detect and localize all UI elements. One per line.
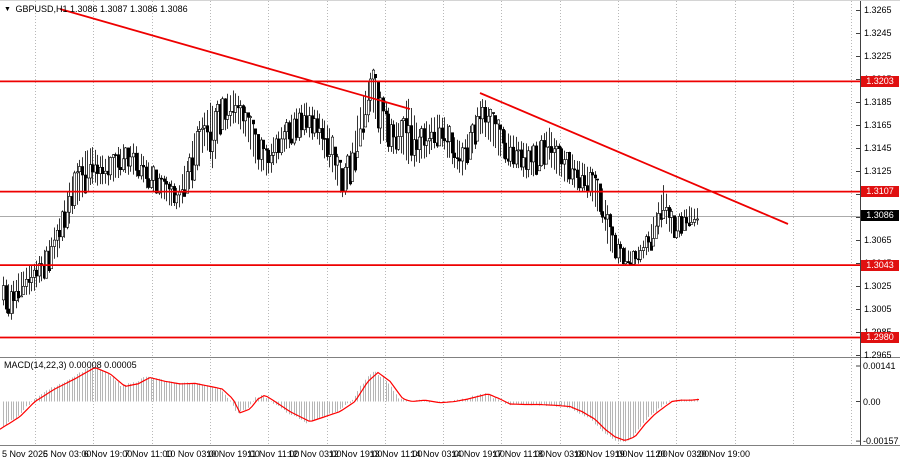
macd-main-value: 0.00008 bbox=[69, 360, 102, 370]
price-tick-label: 1.2985 bbox=[864, 327, 892, 337]
level-price-badge: 1.2980 bbox=[861, 331, 899, 343]
macd-signal-line bbox=[0, 367, 700, 441]
price-tick-label: 1.2965 bbox=[864, 349, 892, 360]
macd-axis-label: 0.00141 bbox=[863, 360, 896, 371]
time-axis-label: 10 Nov 19:00 bbox=[206, 449, 260, 459]
macd-indicator-label: MACD(14,22,3) 0.00008 0.00005 bbox=[4, 360, 137, 370]
candles-layer bbox=[1, 68, 699, 320]
price-tick-label: 1.3165 bbox=[864, 120, 892, 131]
macd-axis-label: 0.00 bbox=[863, 396, 881, 407]
price-tick-label: 1.3125 bbox=[864, 165, 892, 176]
symbol-timeframe-label: GBPUSD,H1 bbox=[15, 4, 68, 14]
time-axis-label: 18 Nov 19:00 bbox=[573, 449, 628, 459]
time-axis-label: 20 Nov 03:00 bbox=[655, 449, 710, 459]
price-tick-label: 1.3145 bbox=[864, 142, 892, 153]
macd-signal-value: 0.00005 bbox=[104, 360, 137, 370]
price-tick-label: 1.3025 bbox=[864, 280, 892, 291]
ohlc-values: 1.3086 1.3087 1.3086 1.3086 bbox=[69, 4, 188, 14]
macd-name: MACD(14,22,3) bbox=[4, 360, 67, 370]
time-axis-label: 6 Nov 19:00 bbox=[83, 449, 133, 459]
trend-lines[interactable] bbox=[59, 8, 789, 225]
price-tick-label: 1.3185 bbox=[864, 97, 892, 108]
level-price-badge: 1.3107 bbox=[861, 186, 899, 198]
time-axis-label: 12 Nov 19:00 bbox=[328, 449, 383, 459]
time-axis-label: 5 Nov 2025 bbox=[2, 449, 49, 459]
price-tick-label: 1.3245 bbox=[864, 28, 892, 39]
grid-lines bbox=[35, 1, 852, 444]
price-tick-label: 1.3225 bbox=[864, 51, 892, 62]
time-axis-label: 7 Nov 11:00 bbox=[124, 449, 173, 459]
time-axis-label: 19 Nov 11:00 bbox=[614, 449, 668, 459]
time-axis-label: 13 Nov 11:00 bbox=[369, 449, 423, 459]
macd-axis-label: -0.00157 bbox=[863, 436, 899, 447]
level-price-badge: 1.3043 bbox=[861, 259, 899, 271]
current-price-badge: 1.3086 bbox=[861, 210, 899, 222]
time-axis-label: 14 Nov 19:00 bbox=[451, 449, 505, 459]
time-axis-label: 20 Nov 19:00 bbox=[696, 449, 750, 459]
price-tick-label: 1.3265 bbox=[864, 5, 892, 16]
time-axis-label: 18 Nov 03:00 bbox=[533, 449, 587, 459]
time-axis-label: 17 Nov 11:00 bbox=[492, 449, 546, 459]
price-tick-label: 1.3065 bbox=[864, 234, 892, 245]
price-tick-label: 1.3005 bbox=[864, 303, 892, 314]
time-axis-label: 10 Nov 03:00 bbox=[165, 449, 219, 459]
time-axis-label: 14 Nov 03:00 bbox=[410, 449, 465, 459]
symbol-dropdown-icon: ▼ bbox=[4, 6, 11, 13]
time-axis-label: 12 Nov 03:00 bbox=[287, 449, 342, 459]
chart-title: ▼ GBPUSD,H1 1.3086 1.3087 1.3086 1.3086 bbox=[4, 4, 188, 15]
time-axis-label: 6 Nov 03:00 bbox=[42, 449, 92, 459]
horizontal-level-lines[interactable] bbox=[0, 80, 860, 339]
level-price-badge: 1.3203 bbox=[861, 75, 899, 87]
time-axis-label: 11 Nov 11:00 bbox=[247, 449, 300, 459]
